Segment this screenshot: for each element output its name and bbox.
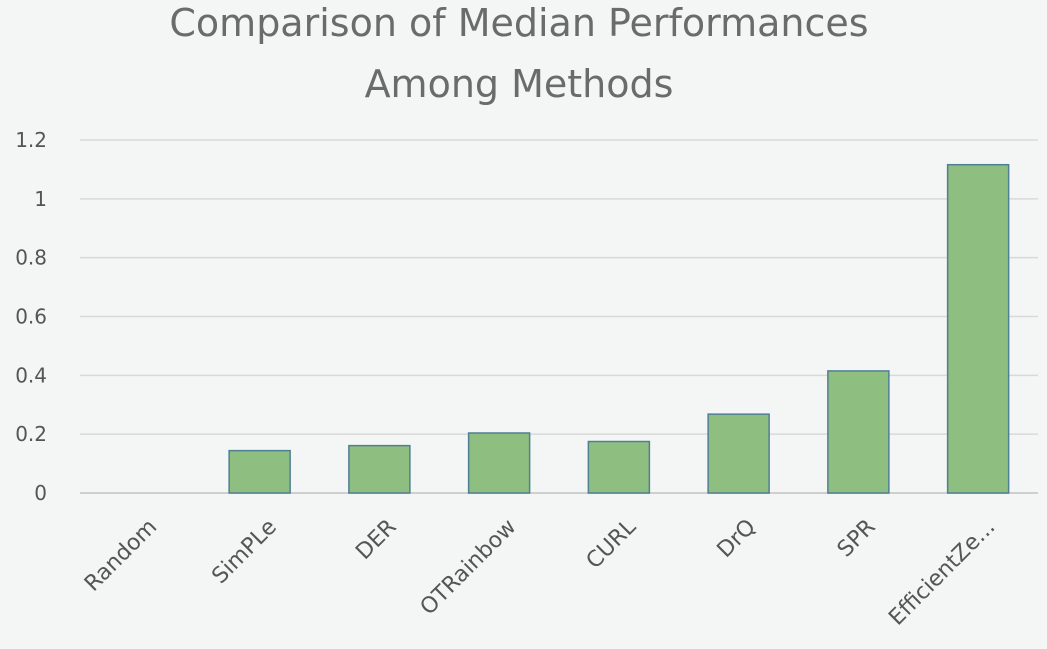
x-category-label: DrQ (713, 515, 761, 563)
bars (228, 163, 1010, 494)
x-category-label: SPR (833, 515, 881, 563)
bar-der (348, 444, 411, 494)
y-tick-label: 1 (34, 187, 47, 211)
y-tick-label: 0.4 (15, 363, 47, 387)
y-tick-label: 0.6 (15, 305, 47, 329)
y-tick-label: 0.8 (15, 246, 47, 270)
y-axis-ticks: 0 0.2 0.4 0.6 0.8 1 1.2 (15, 128, 47, 505)
x-category-label: Random (80, 515, 162, 597)
x-category-label: DER (351, 515, 401, 565)
bar-simple (228, 449, 291, 494)
x-category-label: OTRainbow (416, 515, 522, 621)
x-category-label: SimPLe (207, 515, 281, 589)
chart-title-line-2: Among Methods (365, 62, 674, 106)
bar-otrainbow (467, 432, 531, 494)
x-axis-categories: Random SimPLe DER OTRainbow CURL DrQ SPR Effici… (80, 514, 1000, 631)
bar-curl (587, 440, 651, 494)
bar-drq (707, 413, 770, 494)
bar-efficientze (946, 163, 1010, 494)
gridlines (80, 139, 1038, 494)
y-tick-label: 1.2 (15, 128, 47, 152)
chart-title: Comparison of Median Performances Among … (169, 1, 868, 106)
x-category-label: EfficientZe... (884, 515, 1000, 631)
y-tick-label: 0 (34, 481, 47, 505)
chart-title-line-1: Comparison of Median Performances (169, 1, 868, 45)
x-category-label: CURL (582, 514, 642, 574)
y-tick-label: 0.2 (15, 422, 47, 446)
bar-spr (827, 370, 890, 494)
